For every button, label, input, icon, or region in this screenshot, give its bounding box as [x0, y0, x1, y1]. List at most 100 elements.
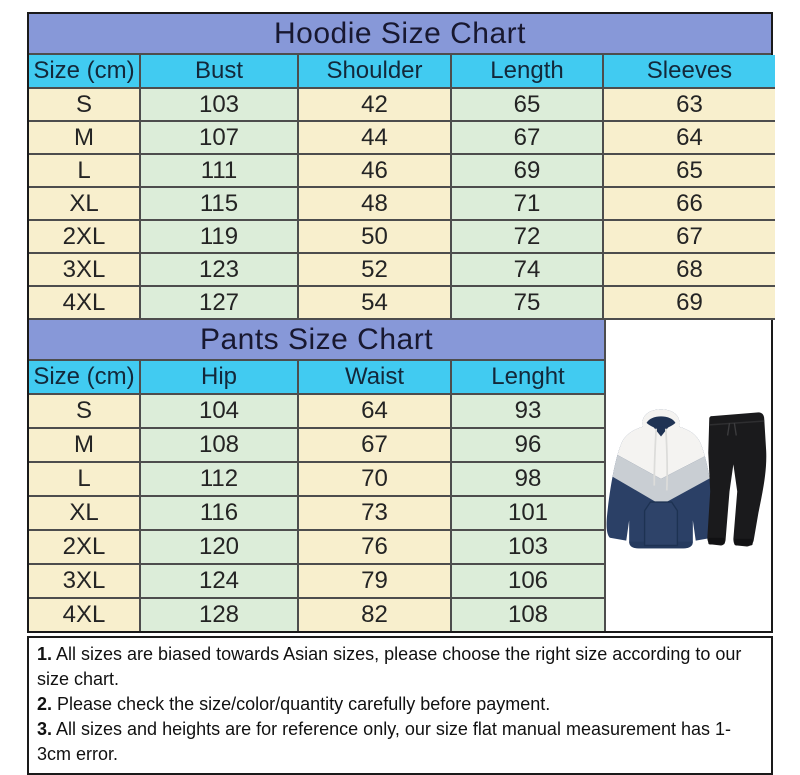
measurement-cell: 93 — [450, 393, 604, 429]
measurement-cell: 112 — [139, 461, 299, 497]
pants-graphic — [707, 411, 767, 546]
measurement-cell: 70 — [297, 461, 452, 497]
hoodie-graphic — [606, 408, 716, 548]
table-row: 4XL 128 82 108 — [29, 597, 604, 631]
measurement-cell: 67 — [297, 427, 452, 463]
column-header: Size (cm) — [29, 361, 141, 395]
hoodie-and-pants-image — [606, 408, 767, 548]
header-row: Size (cm) Hip Waist Lenght — [29, 361, 604, 395]
measurement-cell: 46 — [297, 153, 452, 188]
size-label-cell: 2XL — [29, 529, 141, 565]
size-chart-sheet: Hoodie Size Chart Size (cm) Bust Shoulder L… — [27, 12, 775, 775]
measurement-cell: 73 — [297, 495, 452, 531]
column-header: Sleeves — [602, 55, 775, 89]
measurement-cell: 64 — [297, 393, 452, 429]
measurement-cell: 79 — [297, 563, 452, 599]
measurement-cell: 108 — [139, 427, 299, 463]
measurement-cell: 65 — [602, 153, 775, 188]
note-item: 3. All sizes and heights are for referen… — [37, 717, 763, 767]
size-label-cell: S — [29, 87, 141, 122]
measurement-cell: 107 — [139, 120, 299, 155]
measurement-cell: 69 — [450, 153, 604, 188]
measurement-cell: 54 — [297, 285, 452, 320]
note-text: All sizes are biased towards Asian sizes… — [37, 644, 742, 689]
measurement-cell: 104 — [139, 393, 299, 429]
table-row: 4XL 127 54 75 69 — [29, 285, 775, 320]
product-photo — [604, 320, 771, 631]
measurement-cell: 69 — [602, 285, 775, 320]
column-header: Waist — [297, 361, 452, 395]
measurement-cell: 64 — [602, 120, 775, 155]
column-header: Shoulder — [297, 55, 452, 89]
hoodie-chart-title: Hoodie Size Chart — [29, 14, 771, 55]
measurement-cell: 115 — [139, 186, 299, 221]
size-label-cell: 4XL — [29, 285, 141, 320]
size-chart-block: Hoodie Size Chart Size (cm) Bust Shoulder L… — [27, 12, 775, 633]
column-header: Bust — [139, 55, 299, 89]
measurement-cell: 124 — [139, 563, 299, 599]
column-header: Hip — [139, 361, 299, 395]
note-text: All sizes and heights are for reference … — [37, 719, 732, 764]
pants-table-head: Size (cm) Hip Waist Lenght — [29, 361, 604, 395]
size-label-cell: 2XL — [29, 219, 141, 254]
measurement-cell: 63 — [602, 87, 775, 122]
size-label-cell: 4XL — [29, 597, 141, 631]
measurement-cell: 68 — [602, 252, 775, 287]
table-row: S 104 64 93 — [29, 393, 604, 429]
measurement-cell: 52 — [297, 252, 452, 287]
hoodie-table-head: Size (cm) Bust Shoulder Length Sleeves — [29, 55, 775, 89]
measurement-cell: 71 — [450, 186, 604, 221]
measurement-cell: 44 — [297, 120, 452, 155]
table-row: XL 116 73 101 — [29, 495, 604, 531]
note-number: 2. — [37, 694, 53, 714]
note-number: 3. — [37, 719, 53, 739]
table-row: L 112 70 98 — [29, 461, 604, 497]
hoodie-size-table: Size (cm) Bust Shoulder Length Sleeves S 103 4… — [29, 55, 775, 320]
table-row: 3XL 124 79 106 — [29, 563, 604, 599]
note-number: 1. — [37, 644, 53, 664]
measurement-cell: 42 — [297, 87, 452, 122]
table-row: 3XL 123 52 74 68 — [29, 252, 775, 287]
measurement-cell: 82 — [297, 597, 452, 631]
measurement-cell: 119 — [139, 219, 299, 254]
measurement-cell: 67 — [602, 219, 775, 254]
column-header: Lenght — [450, 361, 604, 395]
pants-table-body: S 104 64 93 M 108 67 96 L 112 70 98 XL 116 73 101 2XL 120… — [29, 393, 604, 631]
size-label-cell: M — [29, 427, 141, 463]
measurement-cell: 75 — [450, 285, 604, 320]
measurement-cell: 103 — [139, 87, 299, 122]
size-label-cell: L — [29, 461, 141, 497]
measurement-cell: 48 — [297, 186, 452, 221]
table-row: 2XL 119 50 72 67 — [29, 219, 775, 254]
measurement-cell: 116 — [139, 495, 299, 531]
note-item: 1. All sizes are biased towards Asian si… — [37, 642, 763, 692]
table-row: XL 115 48 71 66 — [29, 186, 775, 221]
size-label-cell: XL — [29, 495, 141, 531]
measurement-cell: 98 — [450, 461, 604, 497]
measurement-cell: 67 — [450, 120, 604, 155]
measurement-cell: 101 — [450, 495, 604, 531]
measurement-cell: 111 — [139, 153, 299, 188]
column-header: Size (cm) — [29, 55, 141, 89]
table-row: 2XL 120 76 103 — [29, 529, 604, 565]
pants-chart-area: Pants Size Chart Size (cm) Hip Waist Lenght… — [29, 320, 604, 631]
size-label-cell: L — [29, 153, 141, 188]
column-header: Length — [450, 55, 604, 89]
note-item: 2. Please check the size/color/quantity … — [37, 692, 763, 717]
measurement-cell: 72 — [450, 219, 604, 254]
hoodie-table-body: S 103 42 65 63 M 107 44 67 64 L 111 46 69 65 XL 115 48 71 6… — [29, 87, 775, 320]
measurement-cell: 50 — [297, 219, 452, 254]
pants-size-table: Size (cm) Hip Waist Lenght S 104 64 93 M 108 67 96… — [29, 361, 604, 631]
measurement-cell: 108 — [450, 597, 604, 631]
size-label-cell: S — [29, 393, 141, 429]
measurement-cell: 103 — [450, 529, 604, 565]
table-row: M 108 67 96 — [29, 427, 604, 463]
size-label-cell: 3XL — [29, 563, 141, 599]
table-row: S 103 42 65 63 — [29, 87, 775, 122]
measurement-cell: 66 — [602, 186, 775, 221]
measurement-cell: 96 — [450, 427, 604, 463]
pants-chart-title: Pants Size Chart — [29, 320, 604, 361]
measurement-cell: 120 — [139, 529, 299, 565]
size-label-cell: M — [29, 120, 141, 155]
measurement-cell: 128 — [139, 597, 299, 631]
